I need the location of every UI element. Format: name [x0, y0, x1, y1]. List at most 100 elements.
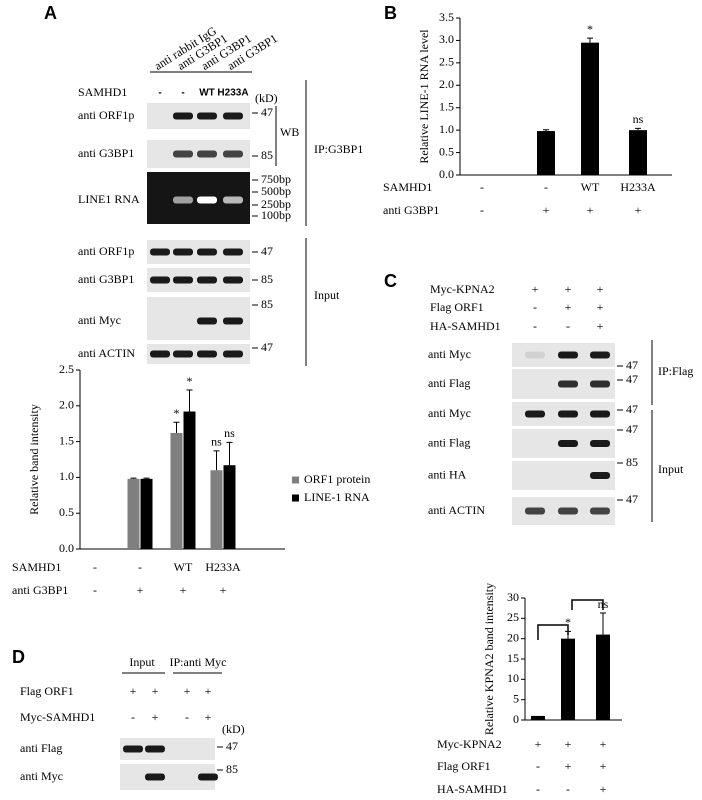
band [173, 276, 193, 284]
ip-label: IP:Flag [658, 364, 693, 378]
band [590, 410, 610, 418]
panel-label: D [12, 647, 25, 667]
blot-label: anti ORF1p [78, 108, 134, 122]
band [150, 248, 170, 256]
blot-label: anti ACTIN [428, 503, 485, 517]
wb-label: WB [280, 125, 299, 139]
bar [210, 470, 223, 549]
bar [223, 465, 236, 549]
bar [140, 478, 153, 549]
condition-value: WT [174, 560, 193, 574]
condition-value: + [600, 782, 607, 796]
condition-value: - [480, 180, 484, 194]
band [590, 440, 610, 447]
condition-value: + [565, 282, 572, 296]
marker-label: 85 [226, 762, 238, 776]
error-bar [600, 612, 606, 635]
condition-name: HA-SAMHD1 [437, 782, 508, 796]
y-axis-label: Relative KPNA2 band intensity [482, 583, 496, 735]
y-tick-label: 5 [513, 691, 519, 705]
blot-label: anti Flag [428, 435, 470, 449]
y-tick-label: 25 [507, 610, 519, 624]
marker-label: 47 [626, 492, 638, 506]
y-tick-label: 1.5 [439, 99, 454, 113]
y-tick-label: 1.0 [59, 469, 74, 483]
group-header: IP:anti Myc [170, 655, 227, 669]
y-axis-label: Relative band intensity [27, 404, 41, 515]
error-bar [635, 127, 641, 131]
condition-value: - [131, 710, 135, 724]
band [145, 773, 165, 781]
y-tick-label: 1.5 [59, 433, 74, 447]
band [173, 150, 193, 158]
condition-value: + [635, 203, 642, 217]
marker-label: 100bp [261, 208, 291, 222]
band [525, 351, 545, 359]
legend-swatch [292, 494, 299, 502]
band [558, 351, 578, 359]
condition-value: H233A [620, 180, 656, 194]
blot-label: anti Flag [428, 376, 470, 390]
band [197, 317, 217, 325]
band [197, 276, 217, 284]
significance: ns [211, 435, 222, 449]
band [590, 380, 610, 388]
condition-value: + [565, 759, 572, 773]
condition-value: + [137, 583, 144, 597]
y-tick-label: 0.0 [59, 541, 74, 555]
condition-name: Myc-KPNA2 [430, 282, 495, 296]
legend-label: ORF1 protein [304, 472, 370, 486]
blot-label: anti ACTIN [78, 346, 135, 360]
marker-label: 47 [261, 105, 273, 119]
blot-label: anti Myc [20, 769, 63, 783]
band [173, 112, 193, 120]
condition-value: - [185, 710, 189, 724]
bar [561, 638, 575, 720]
condition-value: WT [199, 88, 215, 99]
bar [629, 130, 647, 175]
bar [170, 433, 183, 549]
band [558, 410, 578, 418]
y-tick-label: 1.0 [439, 122, 454, 136]
y-tick-label: 0 [513, 712, 519, 726]
band [223, 350, 243, 358]
band [558, 380, 578, 388]
band [525, 410, 545, 418]
condition-value: + [587, 203, 594, 217]
condition-name: Flag ORF1 [437, 759, 491, 773]
condition-value: + [130, 684, 137, 698]
marker-label: 47 [626, 402, 638, 416]
band [197, 248, 217, 256]
band [223, 248, 243, 256]
condition-name: anti G3BP1 [12, 583, 68, 597]
legend-label: LINE-1 RNA [304, 490, 370, 504]
band [197, 150, 217, 158]
band [590, 507, 610, 515]
marker-label: 47 [626, 372, 638, 386]
band [150, 350, 170, 358]
condition-value: - [533, 319, 537, 333]
significance: * [565, 615, 571, 629]
blot-label: anti Myc [428, 406, 471, 420]
y-tick-label: 3.5 [439, 10, 454, 24]
marker-label: 85 [261, 297, 273, 311]
significance: ns [224, 426, 235, 440]
blot-label: anti Myc [428, 347, 471, 361]
blot-label: anti Flag [20, 741, 62, 755]
condition-value: + [205, 710, 212, 724]
condition-value: + [220, 583, 227, 597]
condition-value: + [565, 300, 572, 314]
band [123, 745, 143, 753]
comparison-bracket [537, 624, 569, 640]
y-tick-label: 0.0 [439, 167, 454, 181]
condition-value: + [184, 684, 191, 698]
bar [596, 634, 610, 720]
marker-label: 500bp [261, 184, 291, 198]
condition-value: + [152, 684, 159, 698]
y-tick-label: 2.0 [59, 398, 74, 412]
band [590, 351, 610, 359]
condition-value: + [205, 684, 212, 698]
blot-label: anti HA [428, 467, 467, 481]
band [223, 150, 243, 158]
condition-value: - [533, 300, 537, 314]
